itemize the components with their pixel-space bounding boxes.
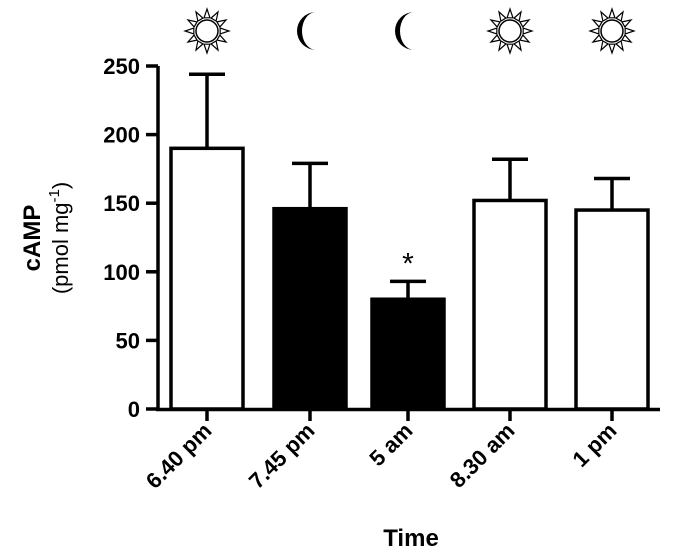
- sun-disc: [195, 19, 219, 43]
- sun-ray: [519, 19, 531, 28]
- y-axis-unit-suffix: ): [48, 182, 73, 189]
- sun-ray: [608, 43, 616, 55]
- sun-ray: [621, 34, 633, 43]
- sun-ray: [195, 10, 204, 22]
- sun-ray: [615, 40, 624, 52]
- x-ticks: 6.40 pm 7.45 pm 5 am 8.30 am 1 pm: [141, 409, 622, 493]
- x-axis-title: Time: [383, 525, 439, 552]
- period-icons: [183, 7, 636, 55]
- bar: [370, 297, 446, 411]
- error-bars: [189, 72, 630, 300]
- bar: [169, 146, 245, 411]
- moon-icon: [395, 12, 414, 50]
- sun-ray: [219, 27, 231, 35]
- sun-ray: [588, 27, 600, 35]
- sun-ray: [615, 10, 624, 22]
- annotations: *: [402, 247, 414, 280]
- y-tick-label: 250: [103, 54, 140, 79]
- sun-ray: [183, 27, 195, 35]
- sun-ray: [608, 7, 616, 19]
- sun-ray: [600, 40, 609, 52]
- moon-crescent: [297, 12, 316, 50]
- y-ticks: 0 50 100 150 200 250: [103, 54, 158, 422]
- bar: [574, 208, 650, 411]
- sun-ray: [216, 19, 228, 28]
- sun-icon: [486, 7, 534, 55]
- y-axis-title: cAMP: [19, 205, 46, 272]
- x-tick-label: 8.30 am: [445, 418, 520, 493]
- sun-ray: [216, 34, 228, 43]
- sun-ray: [203, 43, 211, 55]
- sun-ray: [591, 34, 603, 43]
- sun-ray: [522, 27, 534, 35]
- sun-ray: [210, 40, 219, 52]
- x-tick-label: 7.45 pm: [244, 418, 320, 494]
- moon-icon: [297, 12, 316, 50]
- sun-ray: [513, 40, 522, 52]
- x-tick-label: 1 pm: [568, 418, 622, 472]
- sun-ray: [624, 27, 636, 35]
- sun-ray: [210, 10, 219, 22]
- y-tick-label: 100: [103, 260, 140, 285]
- y-tick-label: 200: [103, 123, 140, 148]
- sun-ray: [203, 7, 211, 19]
- sun-disc: [600, 19, 624, 43]
- sun-ray: [489, 34, 501, 43]
- y-axis-unit: (pmol mg-1): [46, 182, 73, 294]
- y-tick-label: 0: [128, 397, 140, 422]
- sun-icon: [588, 7, 636, 55]
- sun-ray: [186, 19, 198, 28]
- bar: [472, 198, 548, 411]
- sun-ray: [498, 10, 507, 22]
- moon-crescent: [395, 12, 414, 50]
- x-tick-label: 6.40 pm: [141, 418, 217, 494]
- x-tick-label: 5 am: [364, 418, 417, 471]
- sun-ray: [513, 10, 522, 22]
- sun-ray: [591, 19, 603, 28]
- sun-ray: [489, 19, 501, 28]
- sun-ray: [186, 34, 198, 43]
- y-axis-unit-prefix: (pmol mg: [48, 202, 73, 294]
- sun-ray: [600, 10, 609, 22]
- sun-ray: [195, 40, 204, 52]
- bar: [272, 206, 348, 411]
- significance-marker: *: [402, 247, 414, 280]
- sun-ray: [506, 43, 514, 55]
- y-axis-unit-sup: -1: [46, 189, 63, 202]
- sun-ray: [486, 27, 498, 35]
- sun-ray: [506, 7, 514, 19]
- sun-ray: [498, 40, 507, 52]
- sun-ray: [621, 19, 633, 28]
- y-tick-label: 150: [103, 191, 140, 216]
- sun-ray: [519, 34, 531, 43]
- y-tick-label: 50: [116, 328, 140, 353]
- sun-icon: [183, 7, 231, 55]
- sun-disc: [498, 19, 522, 43]
